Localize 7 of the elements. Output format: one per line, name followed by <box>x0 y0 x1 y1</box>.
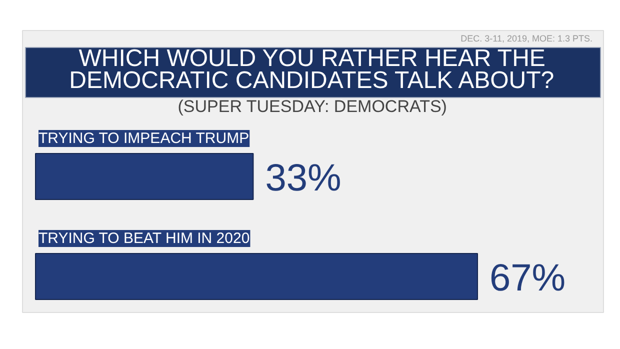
y-tick-label: TRYING TO IMPEACH TRUMP <box>38 130 250 147</box>
data-label: 67% <box>490 258 566 300</box>
chart-title: WHICH WOULD YOU RATHER HEAR THE DEMOCRATIC CANDIDATES TALK ABOUT? <box>69 45 554 94</box>
text: DEC. 3-11, 2019, MOE: 1.3 PTS. <box>460 34 592 44</box>
chart-subtitle: (SUPER TUESDAY: DEMOCRATS) <box>178 97 447 116</box>
y-tick-label: TRYING TO BEAT HIM IN 2020 <box>38 230 250 247</box>
data-label: 33% <box>265 158 342 200</box>
